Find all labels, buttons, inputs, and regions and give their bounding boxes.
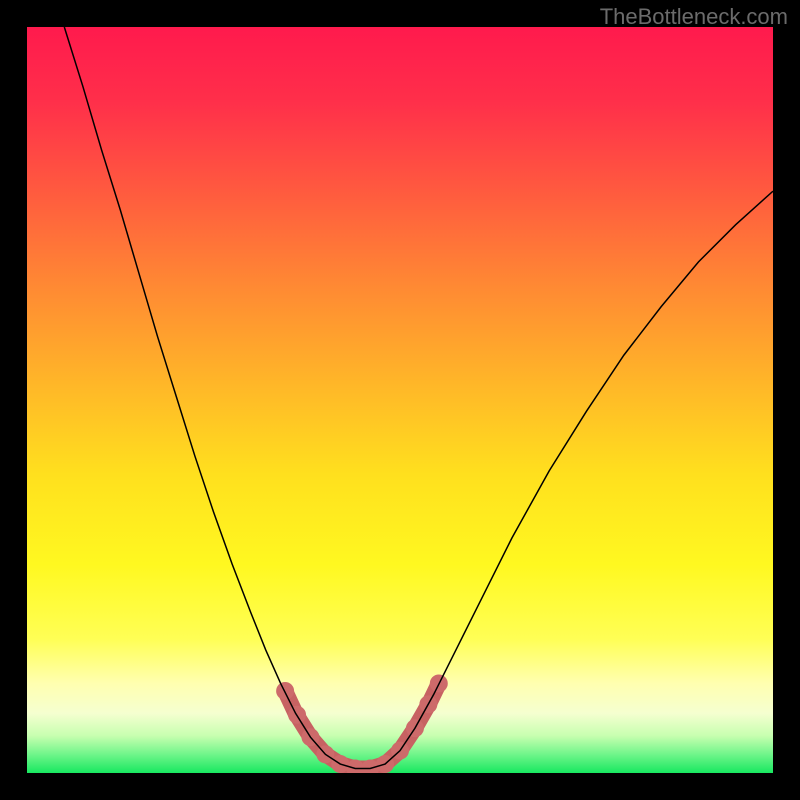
watermark-text: TheBottleneck.com bbox=[600, 4, 788, 30]
plot-area bbox=[27, 27, 773, 773]
bottleneck-curve bbox=[64, 27, 773, 769]
curve-layer bbox=[27, 27, 773, 773]
